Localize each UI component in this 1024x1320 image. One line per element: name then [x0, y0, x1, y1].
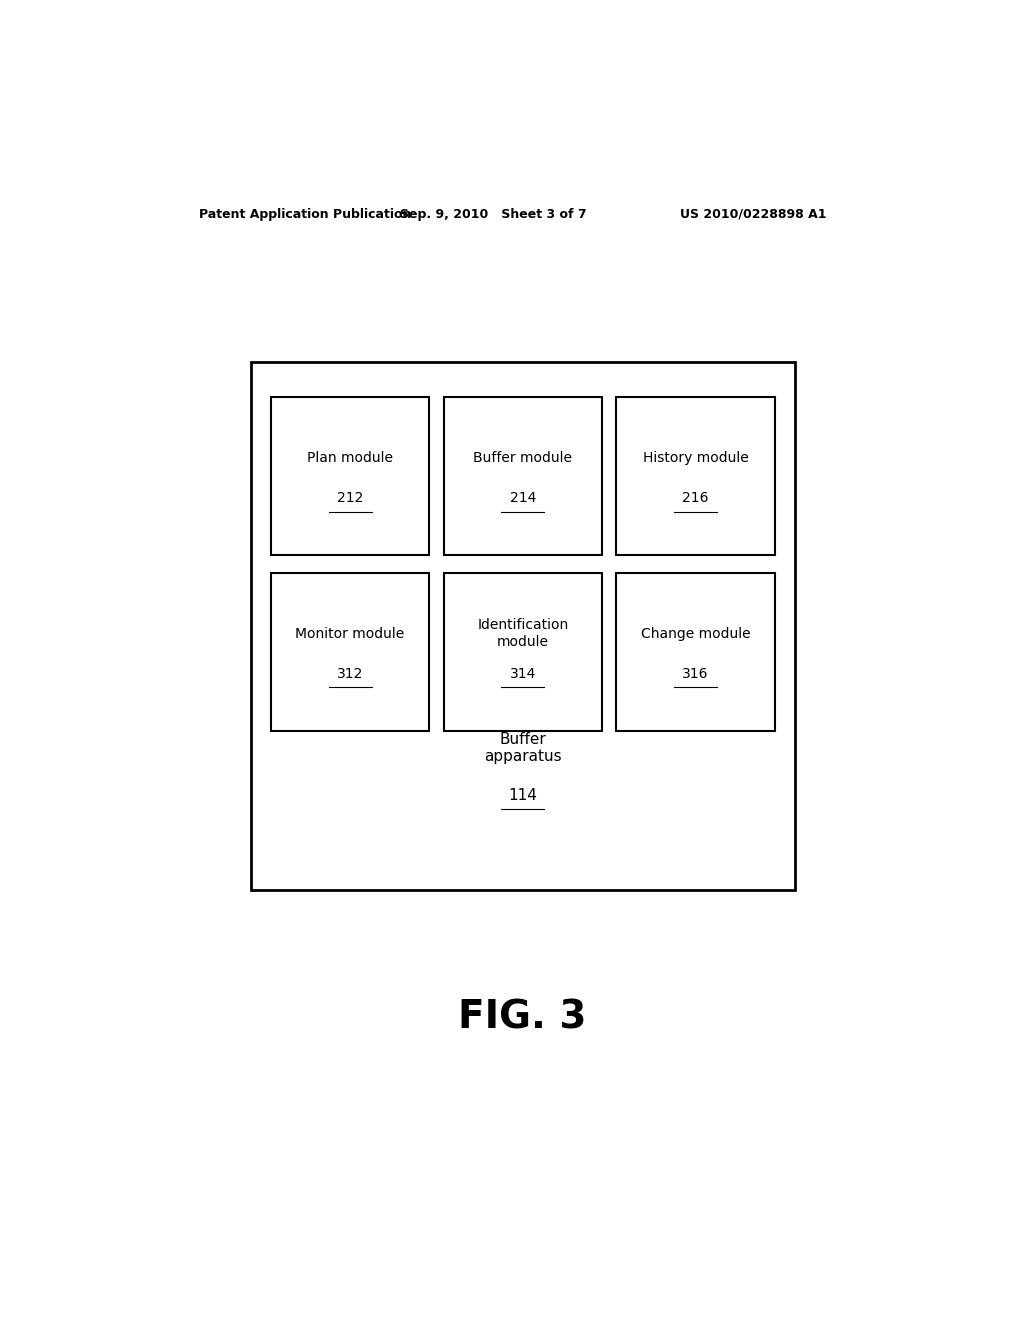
Text: FIG. 3: FIG. 3 [458, 998, 587, 1036]
Text: 214: 214 [510, 491, 536, 506]
Text: 316: 316 [682, 667, 709, 681]
Bar [443, 397, 602, 554]
Text: 314: 314 [510, 667, 536, 681]
Text: 312: 312 [337, 667, 364, 681]
Bar [443, 573, 602, 731]
Bar [251, 362, 795, 890]
Bar [270, 573, 429, 731]
Text: Buffer module: Buffer module [473, 450, 572, 465]
Text: History module: History module [643, 450, 749, 465]
Text: Sep. 9, 2010   Sheet 3 of 7: Sep. 9, 2010 Sheet 3 of 7 [399, 207, 587, 220]
Text: 216: 216 [682, 491, 709, 506]
Text: 212: 212 [337, 491, 364, 506]
Text: Monitor module: Monitor module [296, 627, 404, 640]
Bar [616, 397, 775, 554]
Text: 114: 114 [508, 788, 538, 803]
Text: Plan module: Plan module [307, 450, 393, 465]
Text: Buffer
apparatus: Buffer apparatus [484, 731, 561, 764]
Text: Identification
module: Identification module [477, 619, 568, 648]
Text: Change module: Change module [641, 627, 751, 640]
Bar [616, 573, 775, 731]
Text: Patent Application Publication: Patent Application Publication [200, 207, 412, 220]
Text: US 2010/0228898 A1: US 2010/0228898 A1 [680, 207, 826, 220]
Bar [270, 397, 429, 554]
